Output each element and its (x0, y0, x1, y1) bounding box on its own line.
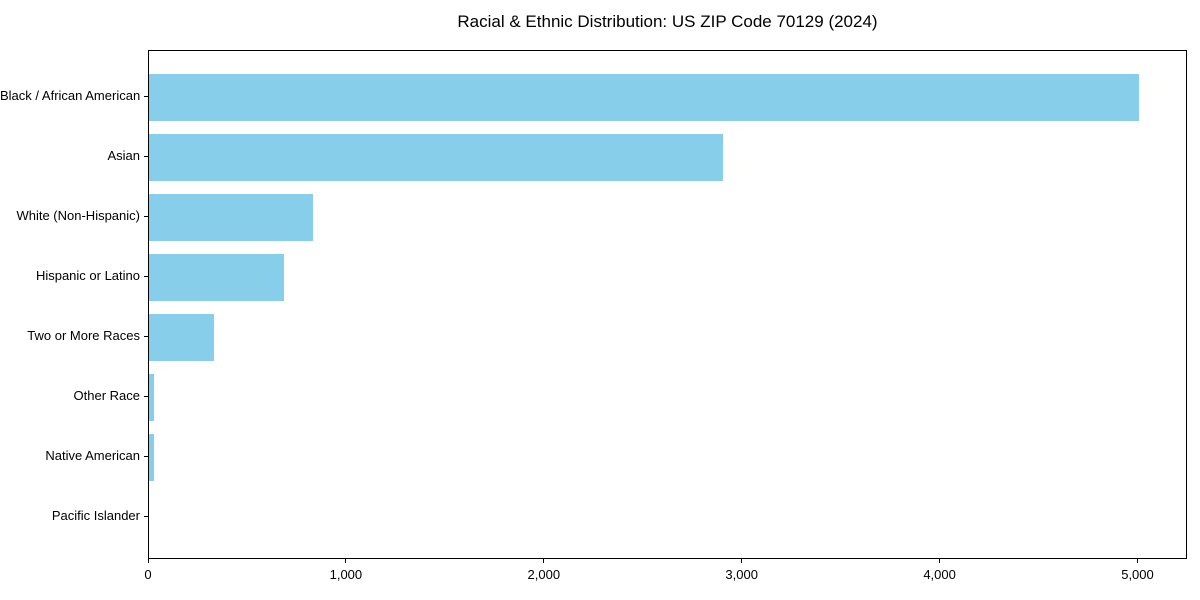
x-axis-tick-mark (147, 559, 149, 563)
x-axis-tick-label: 1,000 (329, 567, 363, 582)
x-axis-tick-label: 4,000 (923, 567, 956, 582)
bar-asian (149, 133, 723, 181)
y-axis-label-native-american: Native American (45, 448, 140, 463)
x-axis-tick-mark (1137, 559, 1138, 563)
y-axis-tick-mark (144, 456, 148, 457)
chart-title: Racial & Ethnic Distribution: US ZIP Cod… (457, 12, 878, 31)
y-axis-label-two-or-more-races: Two or More Races (27, 328, 140, 343)
bar-two-or-more-races (149, 313, 215, 361)
bar-other-race (149, 373, 154, 421)
x-axis-tick-label: 0 (144, 567, 152, 582)
y-axis-tick-mark (144, 96, 148, 97)
y-axis-label-hispanic-or-latino: Hispanic or Latino (35, 268, 140, 283)
y-axis-tick-mark (144, 396, 148, 397)
x-axis-tick-label: 5,000 (1121, 567, 1154, 582)
y-axis-tick-mark (144, 516, 148, 517)
bar-hispanic-or-latino (149, 253, 284, 301)
bar-native-american (149, 433, 154, 481)
y-axis-label-white-non-hispanic: White (Non-Hispanic) (16, 208, 140, 223)
y-axis-label-pacific-islander: Pacific Islander (51, 508, 140, 523)
x-axis-tick-label: 2,000 (527, 567, 561, 582)
x-axis-tick-mark (939, 559, 941, 563)
x-axis-tick-mark (543, 559, 545, 563)
y-axis-label-other-race: Other Race (73, 388, 140, 403)
y-axis-tick-mark (144, 336, 148, 337)
x-axis-tick-label: 3,000 (725, 567, 758, 582)
y-axis-label-black-african-american: Black / African American (0, 88, 141, 103)
bar-black-african-american (149, 73, 1139, 121)
bar-white-non-hispanic (149, 193, 314, 241)
y-axis-tick-mark (144, 216, 148, 217)
y-axis-label-asian: Asian (107, 148, 140, 163)
y-axis-tick-mark (144, 156, 148, 157)
x-axis-tick-mark (345, 559, 347, 563)
y-axis-tick-mark (144, 276, 148, 277)
x-axis-tick-mark (741, 559, 743, 563)
plot-area (148, 50, 1187, 559)
